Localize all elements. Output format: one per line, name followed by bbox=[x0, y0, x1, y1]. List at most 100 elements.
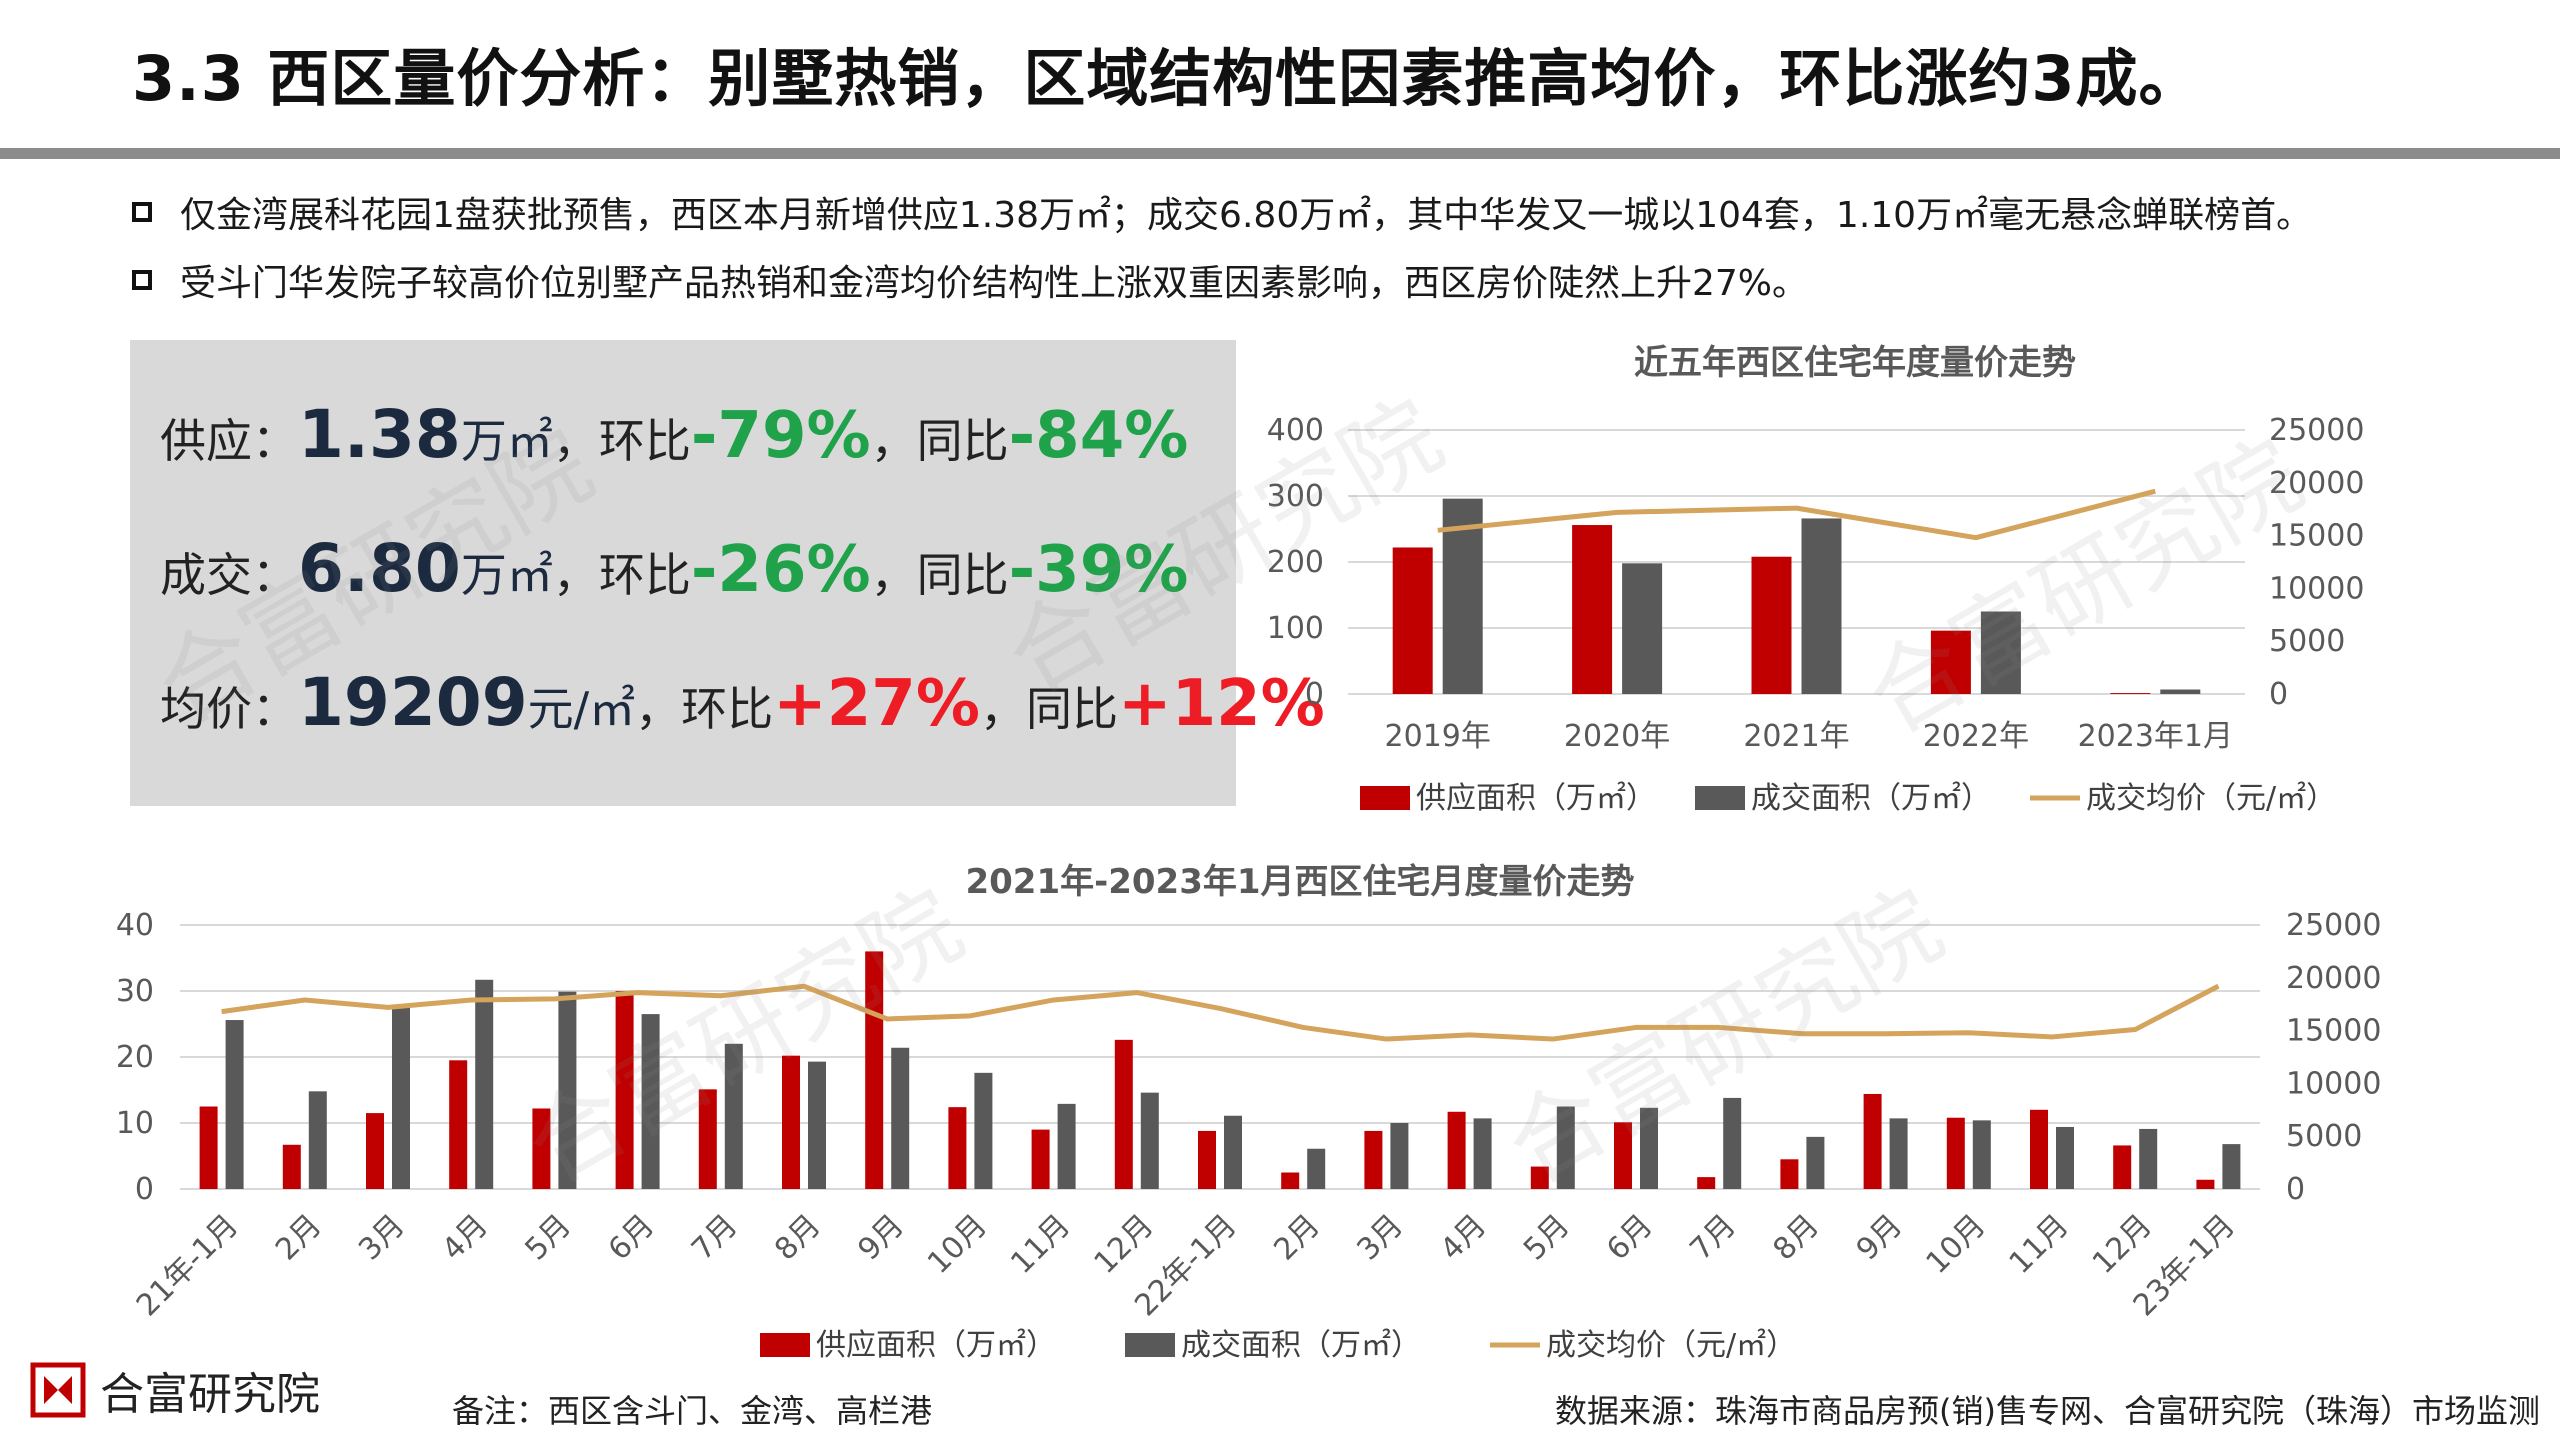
stat-mom-label: ，环比 bbox=[552, 548, 691, 602]
deal-bar bbox=[808, 1061, 826, 1189]
stat-unit: 万㎡ bbox=[460, 414, 553, 468]
stat-yoy: -39% bbox=[1008, 533, 1189, 607]
stat-mom: -26% bbox=[690, 533, 871, 607]
stat-label: 成交： bbox=[160, 548, 298, 602]
supply-bar bbox=[1946, 1117, 1965, 1189]
supply-bar bbox=[1392, 547, 1433, 694]
y-right-tick-label: 25000 bbox=[2286, 908, 2381, 943]
y-left-tick-label: 200 bbox=[1267, 545, 1324, 580]
y-right-tick-label: 5000 bbox=[2286, 1119, 2362, 1154]
bullet-item: 仅金湾展科花园1盘获批预售，西区本月新增供应1.38万㎡；成交6.80万㎡，其中… bbox=[132, 186, 2312, 238]
deal-bar bbox=[1806, 1136, 1825, 1189]
y-right-tick-label: 0 bbox=[2286, 1172, 2305, 1207]
supply-bar bbox=[2113, 1145, 2132, 1189]
stat-yoy-label: ，同比 bbox=[979, 682, 1118, 736]
stat-value: 19209 bbox=[298, 664, 528, 741]
supply-bar bbox=[1780, 1159, 1799, 1189]
y-right-tick-label: 20000 bbox=[2286, 961, 2381, 996]
y-left-tick-label: 40 bbox=[116, 908, 154, 943]
x-tick-label: 10月 bbox=[921, 1208, 994, 1281]
y-right-tick-label: 25000 bbox=[2269, 413, 2364, 448]
stats-panel: 供应：1.38万㎡，环比-79%，同比-84% 成交：6.80万㎡，环比-26%… bbox=[130, 340, 1325, 806]
deal-bar bbox=[891, 1047, 910, 1189]
deal-bar bbox=[1140, 1092, 1159, 1189]
x-tick-label: 2021年 bbox=[1743, 719, 1849, 754]
deal-bar bbox=[558, 991, 577, 1189]
stat-unit: 万㎡ bbox=[460, 548, 553, 602]
stat-value: 6.80 bbox=[298, 530, 461, 607]
stat-price: 均价：19209元/㎡，环比+27%，同比+12% bbox=[160, 664, 1325, 741]
deal-bar bbox=[2222, 1144, 2241, 1189]
x-tick-label: 5月 bbox=[519, 1208, 578, 1267]
deal-bar bbox=[1972, 1120, 1991, 1189]
stat-mom: +27% bbox=[773, 667, 980, 741]
x-tick-label: 8月 bbox=[1767, 1208, 1826, 1267]
deal-bar bbox=[2139, 1128, 2158, 1189]
supply-bar bbox=[1364, 1130, 1383, 1189]
supply-bar bbox=[199, 1106, 218, 1189]
supply-bar bbox=[2030, 1109, 2048, 1189]
chart-title: 2021年-2023年1月西区住宅月度量价走势 bbox=[965, 862, 1634, 902]
y-left-tick-label: 300 bbox=[1267, 479, 1324, 514]
x-tick-label: 4月 bbox=[435, 1208, 494, 1267]
legend-label: 成交均价（元/㎡） bbox=[1546, 1328, 1796, 1363]
footnote-source: 数据来源：珠海市商品房预(销)售专网、合富研究院（珠海）市场监测 bbox=[1555, 1392, 2540, 1430]
y-right-tick-label: 10000 bbox=[2286, 1066, 2381, 1101]
deal-bar bbox=[475, 979, 494, 1189]
brand-logo: 合富研究院 bbox=[30, 1358, 320, 1422]
x-tick-label: 3月 bbox=[352, 1208, 411, 1267]
stat-yoy-label: ，同比 bbox=[870, 414, 1009, 468]
x-tick-label: 5月 bbox=[1517, 1208, 1576, 1267]
stat-value: 1.38 bbox=[298, 396, 461, 473]
logo-icon bbox=[30, 1362, 86, 1418]
legend-label: 成交均价（元/㎡） bbox=[2086, 781, 2336, 816]
y-right-tick-label: 0 bbox=[2269, 677, 2288, 712]
supply-bar bbox=[948, 1107, 967, 1189]
x-tick-label: 6月 bbox=[602, 1208, 661, 1267]
page-title: 3.3 西区量价分析：别墅热销，区域结构性因素推高均价，环比涨约3成。 bbox=[132, 42, 2202, 115]
price-line bbox=[221, 983, 2220, 1042]
x-tick-label: 12月 bbox=[1087, 1208, 1160, 1281]
x-tick-label: 6月 bbox=[1600, 1208, 1659, 1267]
supply-bar bbox=[282, 1144, 301, 1189]
x-tick-label: 2019年 bbox=[1385, 719, 1491, 754]
supply-bar bbox=[1198, 1130, 1216, 1189]
x-tick-label: 2月 bbox=[1267, 1208, 1326, 1267]
deal-bar bbox=[974, 1072, 993, 1189]
legend-label: 供应面积（万㎡） bbox=[816, 1328, 1056, 1363]
deal-bar bbox=[392, 1006, 410, 1189]
y-right-tick-label: 15000 bbox=[2269, 519, 2364, 554]
legend-label: 成交面积（万㎡） bbox=[1181, 1328, 1421, 1363]
deal-bar bbox=[1980, 611, 2021, 694]
legend-label: 供应面积（万㎡） bbox=[1416, 781, 1656, 816]
supply-bar bbox=[1572, 525, 1613, 694]
bullet-item: 受斗门华发院子较高价位别墅产品热销和金湾均价结构性上涨双重因素影响，西区房价陡然… bbox=[132, 254, 1808, 306]
y-left-tick-label: 0 bbox=[135, 1172, 154, 1207]
deal-bar bbox=[2160, 689, 2201, 694]
supply-bar bbox=[1930, 630, 1971, 694]
x-tick-label: 7月 bbox=[685, 1208, 744, 1267]
x-tick-label: 2020年 bbox=[1564, 719, 1670, 754]
logo-text: 合富研究院 bbox=[100, 1369, 320, 1420]
square-bullet-icon bbox=[132, 202, 152, 222]
square-bullet-icon bbox=[132, 270, 152, 290]
deal-bar bbox=[1390, 1123, 1409, 1189]
x-tick-label: 8月 bbox=[768, 1208, 827, 1267]
x-tick-label: 9月 bbox=[851, 1208, 910, 1267]
stat-mom-label: ，环比 bbox=[552, 414, 691, 468]
legend-swatch bbox=[760, 1333, 810, 1357]
x-tick-label: 4月 bbox=[1434, 1208, 1493, 1267]
y-left-tick-label: 10 bbox=[116, 1106, 154, 1141]
deal-bar bbox=[225, 1020, 244, 1189]
legend-swatch bbox=[1125, 1333, 1175, 1357]
stat-mom-label: ，环比 bbox=[635, 682, 774, 736]
supply-bar bbox=[1863, 1093, 1882, 1189]
supply-bar bbox=[865, 951, 884, 1189]
supply-bar bbox=[1281, 1172, 1300, 1189]
y-left-tick-label: 20 bbox=[116, 1040, 154, 1075]
legend-swatch bbox=[1360, 786, 1410, 810]
supply-bar bbox=[782, 1055, 800, 1189]
supply-bar bbox=[1530, 1166, 1549, 1189]
y-left-tick-label: 400 bbox=[1267, 413, 1324, 448]
deal-bar bbox=[1473, 1118, 1492, 1189]
